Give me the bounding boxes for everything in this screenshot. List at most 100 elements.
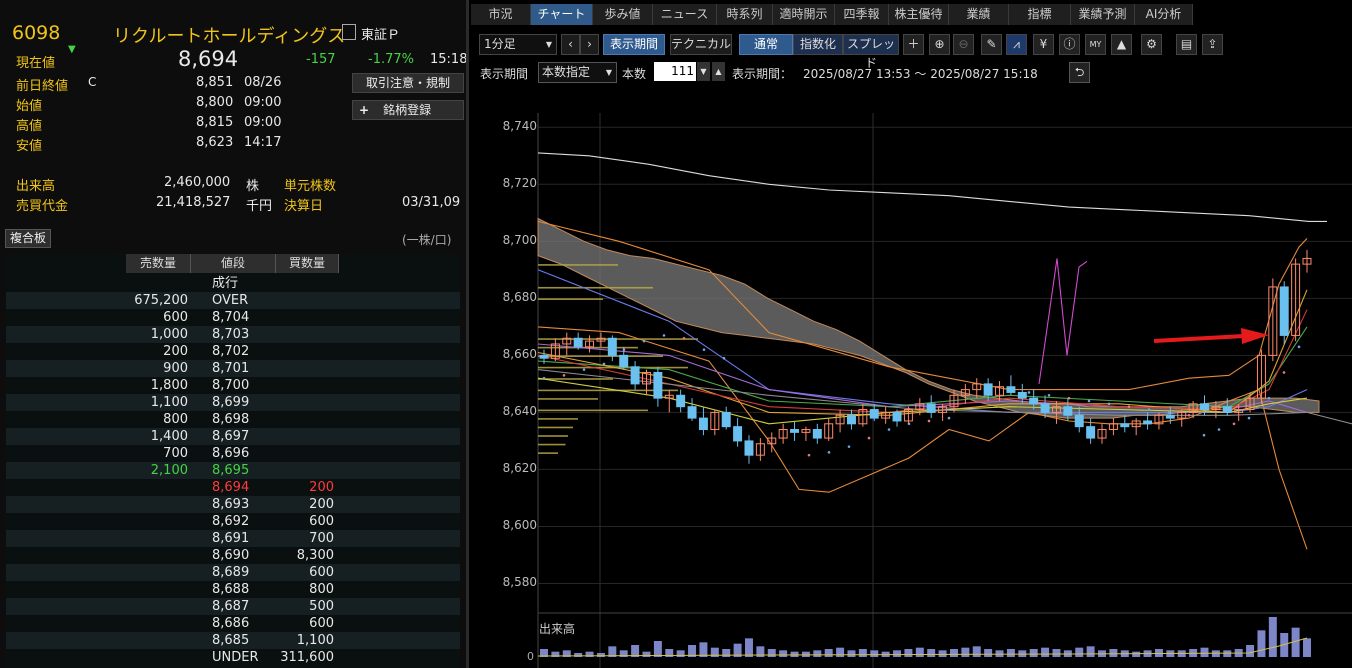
sell-qty[interactable]: 600: [163, 310, 188, 325]
order-book-row[interactable]: 8,692 600: [6, 513, 460, 530]
order-book-row[interactable]: 8,694 200: [6, 479, 460, 496]
count-down-icon[interactable]: ▼: [697, 62, 710, 81]
tab-1[interactable]: チャート: [531, 4, 593, 25]
order-price[interactable]: 8,688: [212, 582, 250, 597]
tab-3[interactable]: ニュース: [653, 4, 717, 25]
sell-qty[interactable]: 1,800: [150, 378, 188, 393]
document-icon[interactable]: [342, 24, 356, 40]
order-book-row[interactable]: 成行: [6, 275, 460, 292]
yen-icon[interactable]: ¥: [1033, 34, 1054, 55]
sell-qty[interactable]: 800: [163, 412, 188, 427]
price-chart[interactable]: [469, 90, 1352, 668]
order-book-row[interactable]: 200 8,702: [6, 343, 460, 360]
register-button[interactable]: + 銘柄登録: [352, 100, 464, 120]
sell-qty[interactable]: 2,100: [150, 463, 188, 478]
order-book-row[interactable]: 600 8,704: [6, 309, 460, 326]
order-price[interactable]: 8,701: [212, 361, 250, 376]
buy-qty[interactable]: 700: [309, 531, 334, 546]
order-book-row[interactable]: UNDER 311,600: [6, 649, 460, 666]
order-price[interactable]: 8,704: [212, 310, 250, 325]
crosshair-icon[interactable]: ＋: [903, 34, 924, 55]
info-icon[interactable]: ⓘ: [1059, 34, 1080, 55]
technical-button[interactable]: テクニカル: [670, 34, 732, 55]
normal-button[interactable]: 通常: [739, 34, 793, 55]
order-price[interactable]: 8,703: [212, 327, 250, 342]
panel-divider[interactable]: [466, 0, 469, 668]
order-price[interactable]: 8,685: [212, 633, 250, 648]
tab-11[interactable]: AI分析: [1135, 4, 1193, 25]
board-title[interactable]: 複合板: [5, 229, 52, 248]
order-price[interactable]: 8,686: [212, 616, 250, 631]
sell-qty[interactable]: 200: [163, 344, 188, 359]
wrench-icon[interactable]: ⚙: [1141, 34, 1162, 55]
tab-5[interactable]: 適時開示: [773, 4, 835, 25]
display-period-button[interactable]: 表示期間: [603, 34, 665, 55]
order-book-row[interactable]: 8,687 500: [6, 598, 460, 615]
order-book-row[interactable]: 8,685 1,100: [6, 632, 460, 649]
export-icon[interactable]: ⇪: [1202, 34, 1223, 55]
order-book-row[interactable]: 1,400 8,697: [6, 428, 460, 445]
order-book-row[interactable]: 675,200 OVER: [6, 292, 460, 309]
order-price[interactable]: 8,702: [212, 344, 250, 359]
tab-10[interactable]: 業績予測: [1071, 4, 1135, 25]
next-button[interactable]: ›: [580, 34, 599, 55]
period-select[interactable]: 1分足 ▼: [479, 34, 557, 55]
tab-8[interactable]: 業績: [949, 4, 1009, 25]
order-book-row[interactable]: 1,000 8,703: [6, 326, 460, 343]
order-price[interactable]: 8,696: [212, 446, 250, 461]
period-mode-select[interactable]: 本数指定 ▼: [538, 62, 617, 83]
buy-qty[interactable]: 1,100: [296, 633, 334, 648]
prev-button[interactable]: ‹: [561, 34, 580, 55]
sell-qty[interactable]: 1,400: [150, 429, 188, 444]
count-input[interactable]: 111: [654, 62, 696, 81]
tab-4[interactable]: 時系列: [717, 4, 773, 25]
index-button[interactable]: 指数化: [793, 34, 843, 55]
tab-6[interactable]: 四季報: [835, 4, 889, 25]
buy-qty[interactable]: 500: [309, 599, 334, 614]
tab-9[interactable]: 指標: [1009, 4, 1071, 25]
order-price[interactable]: 8,689: [212, 565, 250, 580]
order-price[interactable]: 8,687: [212, 599, 250, 614]
order-book-row[interactable]: 700 8,696: [6, 445, 460, 462]
tab-2[interactable]: 歩み値: [593, 4, 653, 25]
order-price[interactable]: 8,697: [212, 429, 250, 444]
order-price[interactable]: 8,693: [212, 497, 250, 512]
order-book-row[interactable]: 8,693 200: [6, 496, 460, 513]
buy-qty[interactable]: 600: [309, 514, 334, 529]
trade-notice-button[interactable]: 取引注意・規制: [352, 73, 464, 93]
buy-qty[interactable]: 800: [309, 582, 334, 597]
order-book-row[interactable]: 1,800 8,700: [6, 377, 460, 394]
sell-qty[interactable]: 900: [163, 361, 188, 376]
order-price[interactable]: 8,700: [212, 378, 250, 393]
order-price[interactable]: 8,691: [212, 531, 250, 546]
buy-qty[interactable]: 311,600: [280, 650, 334, 665]
order-price[interactable]: OVER: [212, 293, 249, 308]
count-up-icon[interactable]: ▲: [712, 62, 725, 81]
order-price[interactable]: 成行: [212, 276, 239, 291]
tab-0[interactable]: 市況: [471, 4, 531, 25]
order-price[interactable]: 8,694: [212, 480, 250, 495]
order-price[interactable]: 8,692: [212, 514, 250, 529]
pen-icon[interactable]: ✎: [981, 34, 1002, 55]
sell-qty[interactable]: 1,000: [150, 327, 188, 342]
return-icon[interactable]: ⮌: [1069, 62, 1090, 83]
sell-qty[interactable]: 700: [163, 446, 188, 461]
sell-qty[interactable]: 675,200: [134, 293, 188, 308]
trend-icon[interactable]: ⩘: [1006, 34, 1027, 55]
zoom-out-icon[interactable]: ⊖: [953, 34, 974, 55]
print-icon[interactable]: ▤: [1176, 34, 1197, 55]
order-book-row[interactable]: 8,691 700: [6, 530, 460, 547]
buy-qty[interactable]: 200: [309, 497, 334, 512]
buy-qty[interactable]: 200: [309, 480, 334, 495]
zoom-in-icon[interactable]: ⊕: [929, 34, 950, 55]
order-book-row[interactable]: 8,686 600: [6, 615, 460, 632]
order-book-row[interactable]: 8,689 600: [6, 564, 460, 581]
sell-qty[interactable]: 1,100: [150, 395, 188, 410]
order-book-row[interactable]: 2,100 8,695: [6, 462, 460, 479]
order-book-row[interactable]: 8,688 800: [6, 581, 460, 598]
order-book-row[interactable]: 1,100 8,699: [6, 394, 460, 411]
order-price[interactable]: 8,698: [212, 412, 250, 427]
my-icon[interactable]: MY: [1085, 34, 1106, 55]
order-book-row[interactable]: 800 8,698: [6, 411, 460, 428]
buy-qty[interactable]: 600: [309, 565, 334, 580]
